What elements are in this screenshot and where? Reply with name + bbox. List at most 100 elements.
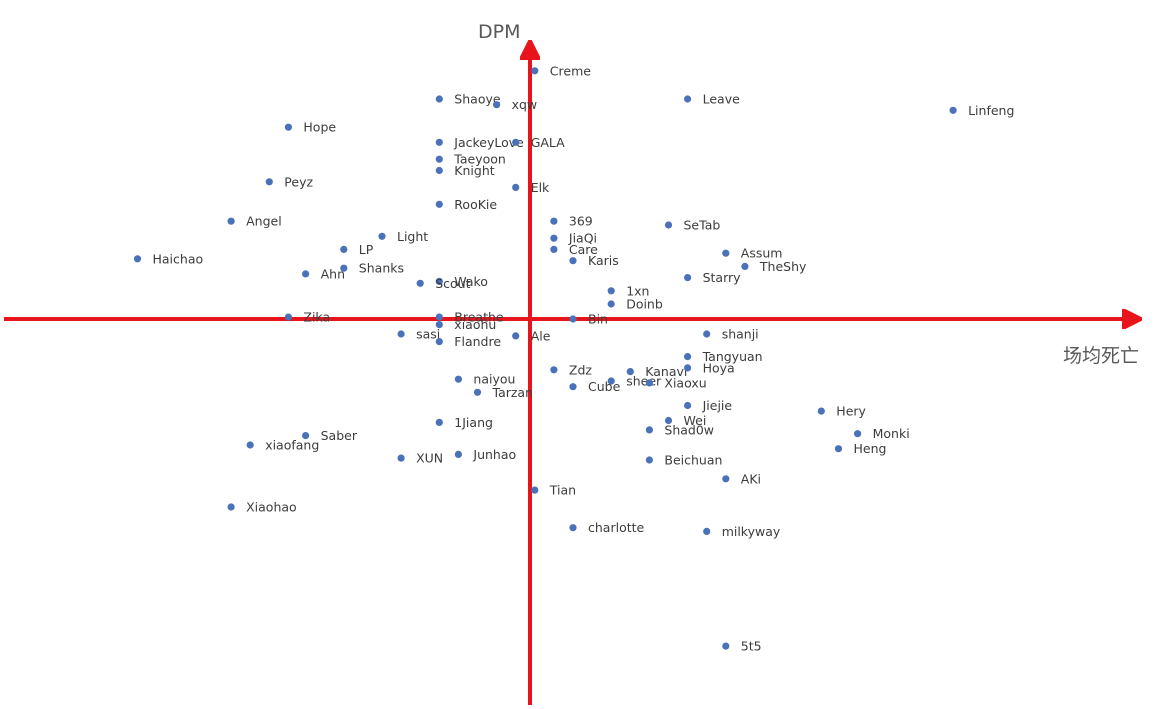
point-elk [512, 183, 520, 191]
point-tarzan [473, 388, 482, 396]
point-hope [284, 123, 292, 131]
point-label-xun: XUN [416, 451, 443, 466]
point-wei [664, 416, 673, 425]
point-label-jiejie: Jiejie [702, 398, 733, 413]
point-creme [531, 67, 539, 75]
point-linfeng [949, 106, 957, 114]
point-milkyway [703, 527, 711, 536]
point-label-xiaohao: Xiaohao [246, 500, 297, 515]
point-label-gala: GALA [531, 135, 565, 150]
point-xiaohao [227, 503, 235, 511]
point-care [550, 245, 558, 253]
point-label-zika: Zika [303, 310, 330, 325]
point-xiaofang [246, 441, 254, 449]
point-label-light: Light [397, 229, 428, 244]
point-label-monki: Monki [873, 426, 910, 441]
point-label-knight: Knight [454, 163, 494, 178]
point-label-tian: Tian [549, 483, 576, 498]
point-zdz [550, 366, 558, 374]
point-ahn [302, 270, 310, 278]
point-label-sasi: sasi [416, 327, 440, 342]
point-breathe [435, 313, 443, 321]
point-label-starry: Starry [703, 270, 742, 285]
point-label-xiaohu: xiaohu [454, 317, 496, 332]
point-shaoye [435, 95, 443, 103]
point-label-1jiang: 1Jiang [454, 415, 493, 430]
point-hery [817, 407, 825, 415]
point-label-beichuan: Beichuan [664, 453, 722, 468]
point-label-hoya: Hoya [703, 360, 735, 375]
point-xun [397, 454, 405, 462]
point-sasi [397, 330, 405, 338]
point-label-xiaofang: xiaofang [265, 438, 319, 453]
point-monki [854, 430, 862, 438]
point-label-sheer: sheer [626, 374, 662, 389]
x-axis-title: 场均死亡 [1063, 345, 1139, 367]
point-label-lp: LP [359, 242, 374, 257]
point-label-naiyou: naiyou [473, 372, 515, 387]
point-taeyoon [435, 155, 443, 163]
point-label-breathe: Breathe [454, 310, 504, 325]
point-karis [569, 257, 577, 265]
y-axis-title: DPM [478, 21, 520, 43]
point-label-jiaqi: JiaQi [568, 231, 597, 246]
point-bin [569, 315, 577, 323]
point-label-heng: Heng [854, 441, 887, 456]
point-label-369: 369 [569, 214, 593, 229]
point-label-shanji: shanji [722, 327, 759, 342]
point-label-doinb: Doinb [626, 297, 663, 312]
point-5t5 [722, 642, 730, 650]
point-zika [284, 313, 292, 321]
point-label-rookie: RooKie [454, 197, 497, 212]
point-1jiang [435, 418, 443, 426]
point-tangyuan [684, 353, 692, 361]
point-heng [834, 445, 843, 453]
point-label-junhao: Junhao [472, 447, 516, 462]
point-knight [435, 166, 443, 175]
point-ale [512, 332, 520, 340]
point-gala [512, 138, 520, 146]
point-label-zdz: Zdz [569, 362, 592, 377]
point-label-ahn: Ahn [321, 266, 345, 281]
point-lp [340, 245, 348, 253]
point-label-taeyoon: Taeyoon [453, 152, 506, 167]
point-sheer [607, 377, 615, 385]
point-flandre [435, 338, 443, 346]
point-jiejie [684, 401, 692, 410]
point-label-creme: Creme [550, 63, 591, 78]
point-label-1xn: 1xn [626, 283, 649, 298]
point-hoya [684, 364, 692, 372]
point-label-milkyway: milkyway [722, 524, 781, 539]
point-label-ale: Ale [531, 328, 551, 343]
point-label-assum: Assum [741, 246, 783, 261]
point-label-wako: Wako [454, 274, 488, 289]
point-assum [722, 249, 730, 257]
point-label-theshy: TheShy [759, 259, 807, 274]
point-label-flandre: Flandre [454, 334, 501, 349]
point-kanavi [626, 368, 634, 376]
point-xqw [493, 101, 501, 109]
point-leave [684, 95, 692, 103]
point-label-scout: Scout [435, 276, 470, 291]
point-xiaoxu [645, 379, 654, 387]
point-label-shanks: Shanks [359, 261, 404, 276]
point-label-setab: SeTab [684, 218, 721, 233]
point-jackeylove [435, 138, 443, 146]
point-label-aki: AKi [741, 471, 761, 486]
point-label-shaoye: Shaoye [454, 92, 501, 107]
point-369 [550, 217, 558, 225]
data-points: Creme Shaoye xqw Leave Linfeng Hope JackeyLove… [133, 63, 1014, 654]
point-1xn [607, 287, 615, 295]
point-label-karis: Karis [588, 253, 619, 268]
point-label-wei: Wei [684, 413, 707, 428]
point-scout [416, 279, 424, 287]
point-light [378, 232, 386, 240]
point-saber [302, 432, 310, 440]
point-starry [684, 274, 692, 282]
point-label-jackeylove: JackeyLove [453, 135, 524, 150]
point-label-care: Care [569, 242, 598, 257]
point-haichao [133, 255, 142, 263]
point-setab [664, 221, 673, 229]
point-wako [435, 277, 443, 285]
point-label-haichao: Haichao [153, 251, 204, 266]
